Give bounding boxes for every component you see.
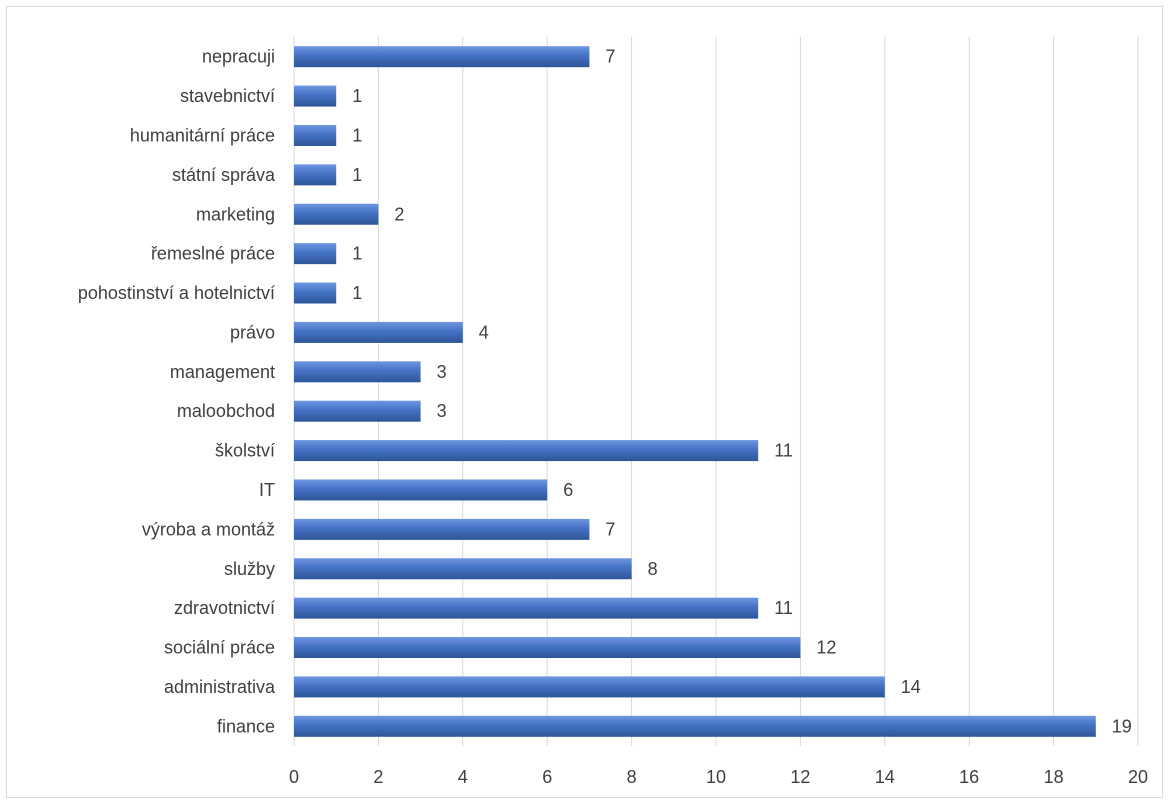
bar xyxy=(294,597,759,619)
data-label: 11 xyxy=(774,441,793,461)
gridlines xyxy=(293,37,1139,746)
bar xyxy=(294,321,463,343)
category-label: školství xyxy=(215,441,275,461)
category-label: státní správa xyxy=(172,165,276,185)
bar xyxy=(294,124,337,146)
data-label: 14 xyxy=(901,677,921,697)
bar xyxy=(294,85,337,107)
bar xyxy=(294,440,759,462)
x-tick-label: 20 xyxy=(1128,767,1148,787)
x-tick-label: 6 xyxy=(542,767,552,787)
category-label: nepracuji xyxy=(202,47,275,67)
data-label: 4 xyxy=(479,322,489,342)
data-label: 12 xyxy=(816,638,836,658)
category-label: výroba a montáž xyxy=(142,519,275,539)
data-label: 3 xyxy=(437,401,447,421)
bar xyxy=(294,637,801,659)
bar xyxy=(294,361,421,383)
category-label: zdravotnictví xyxy=(174,598,275,618)
bar xyxy=(294,558,632,580)
data-label: 7 xyxy=(605,519,615,539)
x-tick-label: 4 xyxy=(458,767,468,787)
x-tick-label: 2 xyxy=(373,767,383,787)
x-tick-label: 12 xyxy=(790,767,810,787)
data-label: 19 xyxy=(1112,716,1132,736)
x-tick-label: 18 xyxy=(1044,767,1064,787)
x-tick-label: 8 xyxy=(627,767,637,787)
x-tick-label: 0 xyxy=(289,767,299,787)
data-label: 1 xyxy=(352,86,362,106)
data-label: 7 xyxy=(605,47,615,67)
bar xyxy=(294,203,379,225)
bar xyxy=(294,400,421,422)
bar xyxy=(294,46,590,68)
bar xyxy=(294,715,1096,737)
chart-frame xyxy=(6,6,1163,798)
data-label: 2 xyxy=(394,204,404,224)
bar xyxy=(294,164,337,186)
category-label: služby xyxy=(224,559,275,579)
bar xyxy=(294,676,885,698)
category-label: stavebnictví xyxy=(180,86,275,106)
data-label: 6 xyxy=(563,480,573,500)
category-label: IT xyxy=(259,480,275,500)
category-label: administrativa xyxy=(164,677,276,697)
category-label: management xyxy=(170,362,275,382)
bar xyxy=(294,243,337,265)
data-label: 11 xyxy=(774,598,793,618)
data-label: 1 xyxy=(352,165,362,185)
category-label: marketing xyxy=(196,204,275,224)
data-label: 1 xyxy=(352,125,362,145)
category-label: řemeslné práce xyxy=(151,244,275,264)
category-label: humanitární práce xyxy=(130,125,275,145)
x-tick-label: 16 xyxy=(959,767,979,787)
x-tick-label: 14 xyxy=(875,767,895,787)
data-label: 1 xyxy=(352,283,362,303)
category-label: právo xyxy=(230,322,275,342)
data-label: 8 xyxy=(648,559,658,579)
bar xyxy=(294,518,590,540)
data-label: 1 xyxy=(352,244,362,264)
category-label: pohostinství a hotelnictví xyxy=(78,283,275,303)
bars xyxy=(294,46,1096,737)
category-label: finance xyxy=(217,716,275,736)
bar xyxy=(294,282,337,304)
data-label: 3 xyxy=(437,362,447,382)
category-label: maloobchod xyxy=(177,401,275,421)
category-label: sociální práce xyxy=(164,638,275,658)
bar xyxy=(294,479,548,501)
x-tick-label: 10 xyxy=(706,767,726,787)
